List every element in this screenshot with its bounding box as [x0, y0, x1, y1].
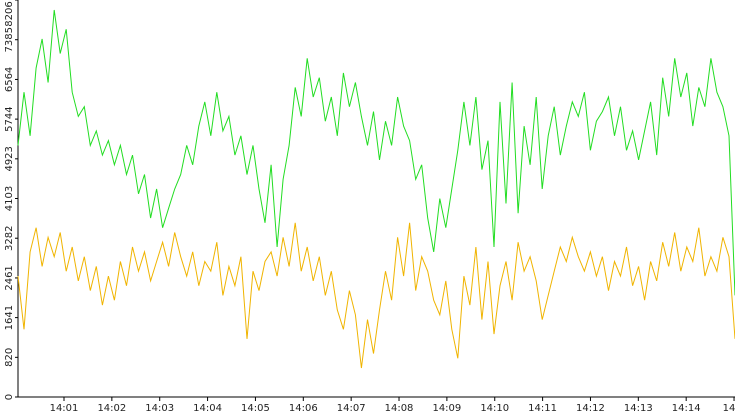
x-tick-label: 14:11 [528, 403, 557, 414]
x-tick-label: 14:08 [385, 403, 414, 414]
y-tick-label: 5744 [4, 106, 15, 131]
y-tick-label: 4103 [4, 186, 15, 211]
x-tick-label: 14:10 [480, 403, 509, 414]
y-tick-label: 8206 [4, 1, 15, 26]
x-tick-label: 14 [723, 403, 735, 414]
series-line [17, 222, 735, 369]
x-tick-label: 14:04 [193, 403, 222, 414]
x-tick-label: 14:01 [50, 403, 79, 414]
x-tick-label: 14:06 [289, 403, 318, 414]
y-tick-label: 0 [4, 394, 15, 400]
x-tick-label: 14:03 [145, 403, 174, 414]
y-tick-label: 2461 [4, 265, 15, 290]
y-tick-label: 1641 [4, 305, 15, 330]
x-tick-label: 14:13 [624, 403, 653, 414]
y-tick-label: 7385 [4, 27, 15, 52]
x-tick-label: 14:05 [241, 403, 270, 414]
x-tick-label: 14:09 [432, 403, 461, 414]
x-tick-label: 14:07 [337, 403, 366, 414]
y-tick-label: 6564 [4, 67, 15, 92]
x-tick-label: 14:14 [672, 403, 701, 414]
y-tick-label: 3282 [4, 225, 15, 250]
series-line [17, 9, 735, 296]
x-tick-label: 14:12 [576, 403, 605, 414]
x-tick-label: 14:02 [97, 403, 126, 414]
y-tick-label: 4923 [4, 146, 15, 171]
y-tick-label: 820 [4, 348, 15, 367]
